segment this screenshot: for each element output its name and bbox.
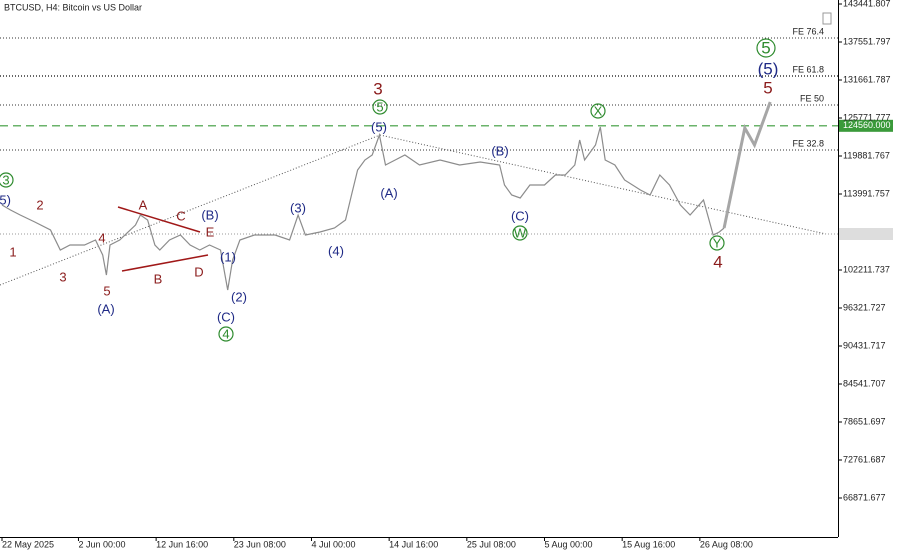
wave-label: A xyxy=(139,197,148,212)
wave-label: 3 xyxy=(373,79,382,98)
wave-label: 4 xyxy=(713,252,722,271)
wave-label: 3 xyxy=(59,269,66,284)
y-tick-label: 143441.807 xyxy=(843,0,891,8)
y-tick-label: 102211.737 xyxy=(843,264,890,274)
projection xyxy=(722,101,772,229)
trend-line xyxy=(0,134,381,286)
wave-label: C xyxy=(176,208,185,223)
wave-label: (C) xyxy=(511,208,529,223)
price-tag xyxy=(839,227,893,240)
wave-label: (A) xyxy=(380,185,397,200)
wave-label: (A) xyxy=(97,301,114,316)
target-tag xyxy=(839,119,893,132)
x-tick-label: 5 Aug 00:00 xyxy=(545,539,593,549)
x-tick-label: 14 Jul 16:00 xyxy=(389,539,438,549)
x-tick-label: 25 Jul 08:00 xyxy=(467,539,516,549)
y-tick-label: 137551.797 xyxy=(843,36,891,46)
wave-circle xyxy=(512,225,528,241)
wave-label: D xyxy=(194,264,203,279)
wave-label: Y xyxy=(713,235,722,250)
y-tick-label: 125771.777 xyxy=(843,112,891,122)
x-tick-label: 15 Aug 16:00 xyxy=(622,539,675,549)
wave-circle xyxy=(709,235,725,251)
y-tick-label: 90431.717 xyxy=(843,340,886,350)
wave-label: (1) xyxy=(220,249,236,264)
wave-circle xyxy=(590,103,606,119)
wave-label: (B) xyxy=(491,143,508,158)
wave-label: W xyxy=(514,225,527,240)
wave-label: (3) xyxy=(290,200,306,215)
wave-label: 5 xyxy=(376,99,383,114)
wave-label: 5 xyxy=(763,78,772,97)
x-tick-label: 2 Jun 00:00 xyxy=(78,539,125,549)
wave-label: 2 xyxy=(36,197,43,212)
x-tick-label: 22 May 2025 xyxy=(2,539,54,549)
y-tick-label: 78651.697 xyxy=(843,416,886,426)
triangle-line xyxy=(117,206,201,233)
wave-circle xyxy=(0,172,14,188)
toolbar-icon[interactable] xyxy=(822,12,832,25)
wave-circle xyxy=(372,99,388,115)
wave-label: B xyxy=(154,271,163,286)
y-tick-label: 96321.727 xyxy=(843,302,886,312)
y-tick-label: 131661.787 xyxy=(843,74,891,84)
wave-circle xyxy=(218,326,234,342)
wave-label: (B) xyxy=(201,207,218,222)
wave-label: (5) xyxy=(371,119,387,134)
y-tick-label: 119881.767 xyxy=(843,150,890,160)
wave-label: X xyxy=(594,103,603,118)
wave-label: (5) xyxy=(0,192,11,207)
wave-label: 3 xyxy=(2,172,9,187)
wave-label: 1 xyxy=(9,244,16,259)
y-tick-label: 84541.707 xyxy=(843,378,886,388)
chart-title: BTCUSD, H4: Bitcoin vs US Dollar xyxy=(4,2,142,12)
wave-label: 4 xyxy=(222,326,229,341)
fib-label: FE 50 xyxy=(800,93,824,103)
triangle-line xyxy=(121,254,209,272)
wave-label: E xyxy=(206,224,215,239)
price-series xyxy=(1,126,725,291)
wave-label: (C) xyxy=(217,309,235,324)
y-tick-label: 66871.677 xyxy=(843,492,886,502)
trend-line xyxy=(379,134,827,235)
wave-label: 5 xyxy=(103,283,110,298)
x-tick-label: 23 Jun 08:00 xyxy=(234,539,286,549)
fib-label: FE 32.8 xyxy=(792,138,824,148)
x-tick-label: 4 Jul 00:00 xyxy=(311,539,355,549)
fib-label: FE 61.8 xyxy=(792,64,824,74)
wave-label: (4) xyxy=(328,243,344,258)
x-tick-label: 26 Aug 08:00 xyxy=(700,539,753,549)
fib-label: FE 76.4 xyxy=(792,26,824,36)
wave-label: (2) xyxy=(231,289,247,304)
wave-label: 4 xyxy=(98,230,105,245)
x-tick-label: 12 Jun 16:00 xyxy=(156,539,208,549)
wave-label: 5 xyxy=(761,38,770,57)
target-label: 124560.000 xyxy=(843,120,891,130)
wave-label: (5) xyxy=(758,59,779,78)
y-tick-label: 113991.757 xyxy=(843,188,890,198)
y-tick-label: 72761.687 xyxy=(843,454,886,464)
wave-circle xyxy=(756,38,776,58)
